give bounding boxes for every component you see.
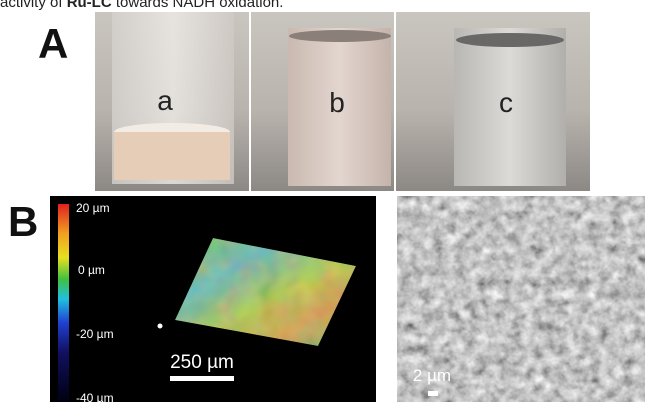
caption-text: towards NADH oxidation. (112, 0, 284, 11)
vial (454, 28, 566, 186)
vial-meniscus (289, 30, 391, 42)
scale-bar (170, 376, 234, 381)
colorbar-tick-label: 20 µm (76, 201, 110, 215)
sem-image (397, 196, 645, 402)
colorbar-tick-label: -40 µm (76, 391, 114, 402)
caption-text: activity of (0, 0, 67, 11)
vial-label: b (329, 87, 345, 118)
marker (157, 323, 163, 329)
vial-meniscus (456, 33, 564, 47)
colorbar (58, 204, 69, 402)
scale-bar-label: 2 µm (413, 366, 451, 385)
scale-bar-label: 250 µm (170, 352, 234, 373)
colorbar-tick-label: 0 µm (78, 263, 105, 277)
vial-label: c (499, 87, 513, 118)
panel-label: B (8, 198, 38, 245)
vials-photo (95, 12, 590, 191)
caption-bold: Ru-LC (67, 0, 112, 11)
vial (288, 28, 391, 186)
caption: activity of Ru-LC towards NADH oxidation… (0, 0, 283, 11)
vial-label: a (157, 85, 173, 116)
panel-label: A (38, 20, 68, 67)
vial-liquid (114, 132, 230, 180)
colorbar-tick-label: -20 µm (76, 327, 114, 341)
scale-bar (428, 391, 438, 396)
